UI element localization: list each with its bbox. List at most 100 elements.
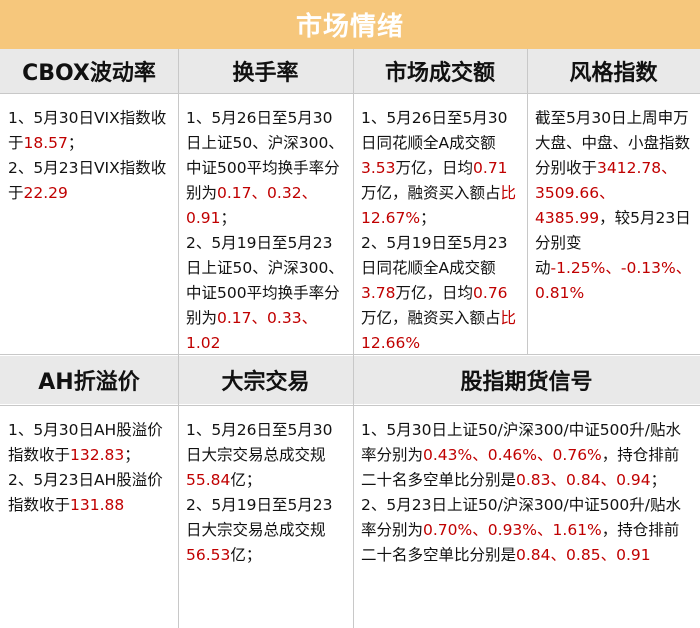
- turnover-value: 0.32: [267, 184, 302, 202]
- futures-value: 0.43%: [423, 446, 473, 464]
- cbox-text: 2、5月23日VIX指数收于: [8, 159, 167, 202]
- divider: [527, 49, 528, 354]
- turnover-value: 0.17: [217, 184, 252, 202]
- volume-value: 3.53: [361, 159, 396, 177]
- volume-value: 比12.67%: [361, 184, 517, 227]
- block-value: 55.84: [186, 471, 231, 489]
- style-cell: 截至5月30日上周申万大盘、中盘、小盘指数分别收于3412.78、3509.66…: [527, 96, 700, 351]
- futures-ratio: 0.85: [566, 546, 601, 564]
- block-cell: 1、5月26日至5月30日大宗交易总成交规 55.84 亿； 2、5月19日至5月2…: [178, 408, 353, 628]
- futures-ratio: 0.84: [566, 471, 601, 489]
- volume-text: 万亿，融资买入额占: [361, 184, 501, 202]
- ah-text: 2、5月23日AH股溢价指数收于: [8, 471, 163, 514]
- style-change: 0.81%: [535, 284, 585, 302]
- turnover-text: 2、5月19日至5月23日上证50、沪深300、中证500平均换手率分别为: [186, 234, 344, 327]
- futures-text: ；: [650, 471, 667, 489]
- volume-text: 万亿，日均: [395, 284, 474, 302]
- block-text: 1、5月26日至5月30日大宗交易总成交规: [186, 421, 333, 464]
- turnover-cell: 1、5月26日至5月30日上证50、沪深300、中证500平均换手率分别为0.1…: [178, 96, 353, 351]
- futures-sep: 、: [472, 521, 488, 539]
- style-change: -0.13%: [620, 259, 676, 277]
- block-value: 56.53: [186, 546, 231, 564]
- futures-ratio: 0.84: [516, 546, 551, 564]
- block-text: 亿；: [230, 546, 262, 564]
- ah-text: 1、5月30日AH股溢价指数收于: [8, 421, 163, 464]
- turnover-value: 1.02: [186, 334, 221, 351]
- cbox-text: ；: [67, 134, 84, 152]
- volume-text: 万亿，融资买入额占: [361, 309, 501, 327]
- turnover-sep: 、: [251, 184, 268, 202]
- divider: [0, 93, 700, 94]
- header-cbox: CBOX波动率: [0, 49, 178, 93]
- ah-cell: 1、5月30日AH股溢价指数收于132.83； 2、5月23日AH股溢价指数收于…: [0, 408, 178, 628]
- futures-sep: 、: [550, 546, 567, 564]
- futures-value: 0.46%: [487, 446, 538, 464]
- turnover-sep: 、: [301, 309, 318, 327]
- banner-title: 市场情绪: [0, 0, 700, 49]
- turnover-sep: 、: [301, 184, 318, 202]
- volume-text: 2、5月19日至5月23日同花顺全A成交额: [361, 234, 508, 277]
- header-style: 风格指数: [527, 49, 700, 93]
- futures-cell: 1、5月30日上证50/沪深300/中证500升/贴水率分别为0.43%、0.4…: [353, 408, 700, 628]
- volume-text: ；: [420, 209, 436, 227]
- turnover-value: 0.17: [217, 309, 252, 327]
- turnover-value: 0.33: [267, 309, 302, 327]
- volume-text: 1、5月26日至5月30日同花顺全A成交额: [361, 109, 508, 152]
- futures-sep: 、: [537, 521, 553, 539]
- futures-sep: 、: [472, 446, 488, 464]
- futures-text: ，持仓排前二十名多空单比分别是: [361, 446, 680, 489]
- block-text: 2、5月19日至5月23日大宗交易总成交规: [186, 496, 333, 539]
- turnover-text: 1、5月26日至5月30日上证50、沪深300、中证500平均换手率分别为: [186, 109, 344, 202]
- volume-cell: 1、5月26日至5月30日同花顺全A成交额3.53万亿，日均0.71万亿，融资买…: [353, 96, 527, 351]
- futures-value: 1.61%: [552, 521, 602, 539]
- futures-text: ，持仓排前二十名多空单比分别是: [361, 521, 680, 564]
- ah-text: ；: [124, 446, 140, 464]
- futures-sep: 、: [600, 471, 617, 489]
- volume-text: 万亿，日均: [395, 159, 474, 177]
- style-value: 4385.99: [535, 209, 600, 227]
- divider: [353, 49, 354, 628]
- futures-ratio: 0.94: [616, 471, 651, 489]
- divider: [178, 49, 179, 628]
- header-block-trade: 大宗交易: [178, 356, 353, 404]
- futures-sep: 、: [550, 471, 567, 489]
- cbox-value: 18.57: [23, 134, 68, 152]
- header-futures: 股指期货信号: [353, 356, 700, 404]
- turnover-text: ；: [220, 209, 237, 227]
- turnover-sep: 、: [251, 309, 268, 327]
- style-value: 3509.66: [535, 184, 600, 202]
- style-value: 3412.78: [597, 159, 662, 177]
- cbox-value: 22.29: [23, 184, 68, 202]
- ah-value: 132.83: [70, 446, 125, 464]
- futures-ratio: 0.91: [616, 546, 651, 564]
- futures-value: 0.70%: [423, 521, 473, 539]
- volume-value: 比12.66%: [361, 309, 517, 351]
- style-text: 截至5月30日上周申万大盘、中盘、小盘指数分别收于: [535, 109, 691, 177]
- volume-value: 3.78: [361, 284, 396, 302]
- style-sep: 、: [661, 159, 677, 177]
- volume-value: 0.76: [473, 284, 508, 302]
- header-ah-premium: AH折溢价: [0, 356, 178, 404]
- futures-sep: 、: [600, 546, 617, 564]
- divider: [0, 405, 700, 406]
- cbox-text: 1、5月30日VIX指数收于: [8, 109, 167, 152]
- futures-value: 0.76%: [552, 446, 602, 464]
- futures-ratio: 0.83: [516, 471, 551, 489]
- style-sep: 、: [675, 259, 692, 277]
- ah-value: 131.88: [70, 496, 125, 514]
- futures-text: 2、5月23日上证50/沪深300/中证500升/贴水率分别为: [361, 496, 682, 539]
- header-volume: 市场成交额: [353, 49, 527, 93]
- style-change: -1.25%: [550, 259, 606, 277]
- style-text: ，较5月23日分别变动: [535, 209, 691, 277]
- cbox-cell: 1、5月30日VIX指数收于18.57； 2、5月23日VIX指数收于22.29: [0, 96, 178, 351]
- header-turnover: 换手率: [178, 49, 353, 93]
- futures-value: 0.93%: [487, 521, 538, 539]
- style-sep: 、: [599, 184, 615, 202]
- volume-value: 0.71: [473, 159, 508, 177]
- turnover-value: 0.91: [186, 209, 221, 227]
- futures-text: 1、5月30日上证50/沪深300/中证500升/贴水率分别为: [361, 421, 682, 464]
- futures-sep: 、: [537, 446, 553, 464]
- style-sep: 、: [605, 259, 621, 277]
- divider: [0, 354, 700, 355]
